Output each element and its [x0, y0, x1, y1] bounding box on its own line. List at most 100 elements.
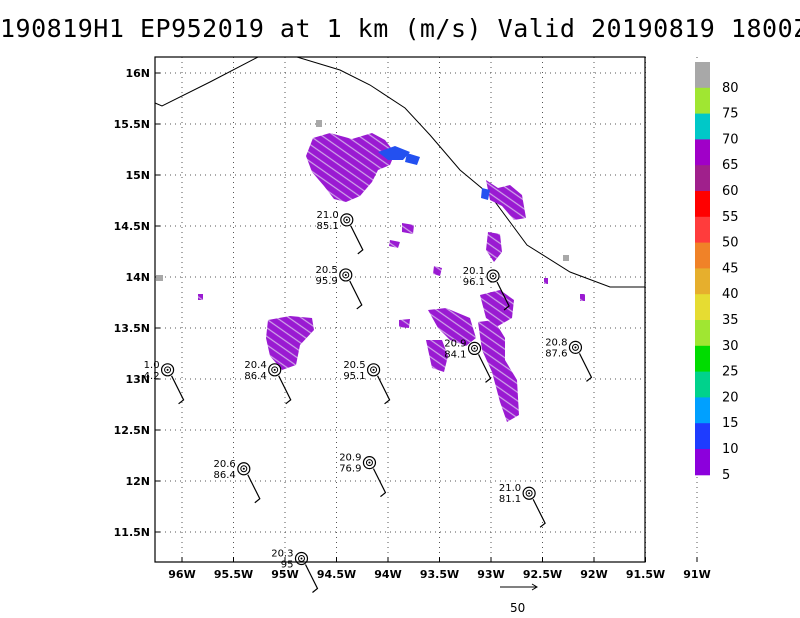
- dropsonde-marker: 20.984.1: [444, 338, 492, 383]
- sonde-temp-label: 1.0: [144, 360, 160, 371]
- sonde-center: [368, 461, 371, 464]
- colorbar-label: 80: [722, 81, 739, 96]
- sonde-temp-label: 21.0: [317, 210, 339, 221]
- colorbar-label: 75: [722, 107, 739, 122]
- sonde-center: [166, 368, 169, 371]
- wind-barb: [372, 468, 387, 498]
- dropsonde-marker: 20.196.1: [463, 266, 510, 311]
- colorbar-label: 15: [722, 416, 739, 431]
- sonde-temp-label: 20.6: [214, 459, 236, 470]
- colorbar-label: 45: [722, 261, 739, 276]
- dropsonde-marker: 20.887.6: [545, 337, 593, 382]
- dropsonde-marker: 20.595.9: [316, 265, 363, 310]
- lat-tick-label: 12.5N: [114, 424, 150, 437]
- colorbar-label: 70: [722, 132, 739, 147]
- chart-title: 190819H1 EP952019 at 1 km (m/s) Valid 20…: [0, 14, 800, 43]
- colorbar-segment: [695, 62, 710, 89]
- sonde-inner-ring: [164, 366, 172, 374]
- sonde-center: [242, 467, 245, 470]
- sonde-inner-ring: [365, 459, 373, 467]
- sonde-center: [492, 274, 495, 277]
- dropsonde-marker: 20.595.1: [343, 360, 391, 405]
- colorbar-label: 30: [722, 339, 739, 354]
- lon-tick-label: 91.5W: [626, 568, 665, 581]
- sonde-pressure-label: 4.2: [144, 371, 160, 382]
- wind-barb: [278, 375, 292, 405]
- sonde-pressure-label: 95: [281, 560, 294, 571]
- lat-tick-label: 15.5N: [114, 118, 150, 131]
- sonde-center: [574, 346, 577, 349]
- lat-tick-label: 11.5N: [114, 526, 150, 539]
- sonde-pressure-label: 86.4: [244, 371, 266, 382]
- sonde-temp-label: 20.5: [343, 360, 365, 371]
- colorbar-label: 65: [722, 158, 739, 173]
- sonde-inner-ring: [342, 271, 350, 279]
- dropsonde-marker: 20.976.9: [339, 453, 387, 498]
- map-frame: [154, 56, 646, 563]
- lat-lon-grid: 96W 95.5W 95W 94.5W 94W 93.5W 93W 92.5W 92W 91.5W…: [114, 57, 711, 581]
- sonde-inner-ring: [343, 216, 351, 224]
- wind-speed-shading: [156, 120, 585, 422]
- colorbar-label: 60: [722, 184, 739, 199]
- lat-tick-label: 13.5N: [114, 322, 150, 335]
- sonde-inner-ring: [525, 489, 533, 497]
- lat-tick-label: 13N: [125, 373, 150, 386]
- colorbar-segment: [695, 345, 710, 373]
- sonde-pressure-label: 84.1: [444, 349, 466, 360]
- dropsonde-marker: 21.081.1: [499, 483, 546, 528]
- colorbar-segment: [695, 242, 710, 269]
- lat-tick-label: 12N: [125, 475, 150, 488]
- wind-barb: [350, 225, 364, 255]
- colorbar-segment: [695, 165, 710, 192]
- sonde-inner-ring: [370, 366, 378, 374]
- sonde-pressure-label: 85.1: [317, 221, 339, 232]
- colorbar-label: 20: [722, 390, 739, 405]
- sonde-center: [372, 368, 375, 371]
- sonde-center: [473, 347, 476, 350]
- sonde-temp-label: 21.0: [499, 483, 521, 494]
- colorbar-segment: [695, 87, 710, 115]
- lat-tick-label: 16N: [125, 67, 150, 80]
- lat-tick-label: 14.5N: [114, 220, 150, 233]
- colorbar-label: 10: [722, 442, 739, 457]
- colorbar-segment: [695, 423, 710, 450]
- sonde-inner-ring: [571, 343, 579, 351]
- colorbar-segment: [695, 294, 710, 321]
- colorbar-segment: [695, 216, 710, 244]
- sonde-center: [528, 492, 531, 495]
- sonde-temp-label: 20.3: [271, 549, 293, 560]
- sonde-pressure-label: 95.9: [316, 276, 338, 287]
- lon-tick-label: 92.5W: [523, 568, 562, 581]
- wind-barb: [349, 280, 363, 310]
- sonde-pressure-label: 95.1: [343, 371, 365, 382]
- sonde-center: [345, 218, 348, 221]
- sonde-temp-label: 20.4: [244, 360, 266, 371]
- sonde-temp-label: 20.1: [463, 266, 485, 277]
- lon-tick-label: 94W: [374, 568, 401, 581]
- sonde-inner-ring: [489, 272, 497, 280]
- dropsonde-marker: 1.04.2: [144, 360, 185, 405]
- lon-tick-label: 93.5W: [420, 568, 459, 581]
- lat-tick-label: 14N: [125, 271, 150, 284]
- colorbar-segment: [695, 113, 710, 140]
- wind-barb: [377, 375, 391, 405]
- dropsonde-layer: 21.085.120.595.920.196.120.984.120.887.6…: [144, 210, 593, 593]
- colorbar-segment: [695, 397, 710, 424]
- lon-tick-label: 96W: [168, 568, 195, 581]
- sonde-pressure-label: 76.9: [339, 464, 361, 475]
- colorbar-segment: [695, 191, 710, 218]
- colorbar: 80 75 70 65 60 55 50 45 40 35 30 25 20 15 10 5: [695, 62, 739, 483]
- wind-barb: [532, 498, 546, 528]
- coastline: [154, 56, 645, 288]
- lon-tick-label: 92W: [580, 568, 607, 581]
- wind-barb: [171, 375, 185, 405]
- sonde-center: [273, 368, 276, 371]
- wind-barb: [247, 474, 261, 504]
- colorbar-label: 40: [722, 287, 739, 302]
- lon-tick-label: 95W: [271, 568, 298, 581]
- sonde-pressure-label: 81.1: [499, 494, 521, 505]
- lon-tick-label: 91W: [683, 568, 710, 581]
- colorbar-segment: [695, 268, 710, 295]
- sonde-temp-label: 20.8: [545, 337, 567, 348]
